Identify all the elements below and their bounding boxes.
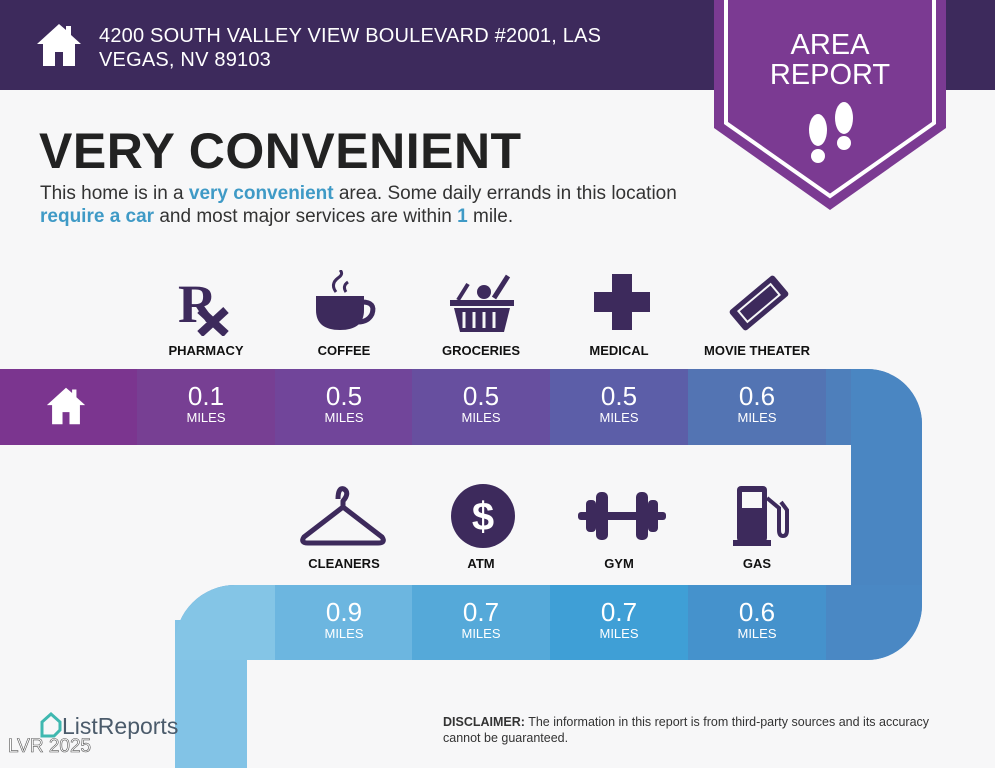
distance-unit: MILES [324,626,364,641]
page-title: VERY CONVENIENT [39,123,522,179]
distance-cell: 0.5 MILES [550,369,688,445]
distance-cell: 0.9 MILES [275,585,413,660]
distance-value: 0.7 [462,597,500,627]
distance-cell: 0.6 MILES [688,585,826,660]
distance-cell: 0.7 MILES [412,585,550,660]
amenity-label-gas: GAS [742,556,772,571]
distance-unit: MILES [324,410,364,425]
amenity-label-medical: MEDICAL [589,343,649,358]
amenity-label-pharmacy: PHARMACY [168,343,244,358]
distance-unit: MILES [737,626,777,641]
address: 4200 SOUTH VALLEY VIEW BOULEVARD #2001, … [99,25,602,71]
disclaimer: DISCLAIMER: The information in this repo… [443,715,930,745]
distance-cell: 0.5 MILES [412,369,550,445]
home-icon [46,387,86,425]
distance-cell: 0.1 MILES [137,369,275,445]
amenity-label-atm: ATM [467,556,495,571]
path-segment [175,585,275,660]
distance-value: 0.5 [462,381,500,411]
distance-cell: 0.7 MILES [550,585,688,660]
watermark: LVR 2025 [8,736,92,758]
distance-value: 0.6 [738,381,776,411]
amenity-label-gym: GYM [604,556,634,571]
distance-value: 0.5 [600,381,638,411]
hanger-icon [300,486,386,546]
path-gap [247,660,995,768]
coffee-cup-icon [316,270,376,330]
amenity-label-coffee: COFFEE [317,343,371,358]
distance-unit: MILES [461,626,501,641]
description: This home is in a very convenient area. … [40,183,677,227]
distance-cell: 0.6 MILES [688,369,826,445]
dumbbell-icon [578,492,666,540]
distance-unit: MILES [186,410,226,425]
distance-value: 0.1 [187,381,225,411]
listreports-logo: ListReports [40,711,178,740]
distance-value: 0.7 [600,597,638,627]
amenity-label-groceries: GROCERIES [441,343,520,358]
distance-value: 0.9 [325,597,363,627]
movie-ticket-icon [729,275,789,331]
gas-pump-icon [733,486,789,546]
badge-line2: REPORT [769,59,891,91]
svg-text:$: $ [472,495,494,539]
amenity-label-cleaners: CLEANERS [308,556,380,571]
logo-icon [40,711,62,738]
distance-unit: MILES [461,410,501,425]
distance-value: 0.5 [325,381,363,411]
medical-cross-icon [594,274,650,330]
dollar-icon: $ [451,484,515,548]
distance-unit: MILES [737,410,777,425]
area-report-badge [714,0,946,210]
distance-value: 0.6 [738,597,776,627]
home-icon [37,24,81,66]
badge-line1: AREA [790,29,870,61]
path-gap [0,445,851,585]
grocery-basket-icon [450,274,514,332]
rx-icon: R [178,274,229,336]
distance-unit: MILES [599,626,639,641]
amenity-label-movie-theater: MOVIE THEATER [704,343,810,358]
distance-unit: MILES [599,410,639,425]
distance-cell: 0.5 MILES [275,369,413,445]
footprints-icon [809,102,853,163]
